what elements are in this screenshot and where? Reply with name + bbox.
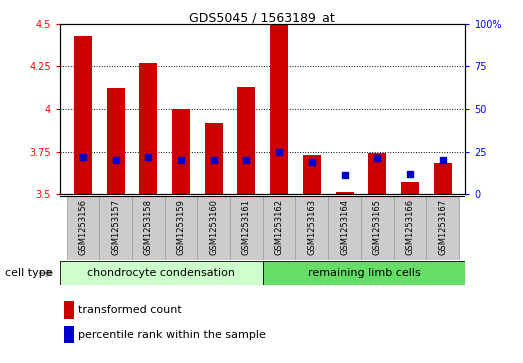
Bar xyxy=(368,153,386,194)
Text: remaining limb cells: remaining limb cells xyxy=(308,268,420,278)
Bar xyxy=(132,196,165,260)
Bar xyxy=(434,163,451,194)
Bar xyxy=(401,182,419,194)
Point xyxy=(111,157,120,163)
Bar xyxy=(230,196,263,260)
Point xyxy=(210,157,218,163)
Point xyxy=(144,154,153,160)
Bar xyxy=(426,196,459,260)
Point xyxy=(406,171,414,177)
Text: GDS5045 / 1563189_at: GDS5045 / 1563189_at xyxy=(189,11,334,24)
Bar xyxy=(263,196,295,260)
Point xyxy=(275,148,283,154)
Bar xyxy=(60,261,263,285)
Point xyxy=(177,157,185,163)
Bar xyxy=(205,123,223,194)
Bar xyxy=(140,63,157,194)
Bar xyxy=(99,196,132,260)
Bar xyxy=(64,301,74,319)
Text: cell type: cell type xyxy=(5,268,53,278)
Text: GSM1253164: GSM1253164 xyxy=(340,199,349,255)
Bar xyxy=(295,196,328,260)
Bar xyxy=(263,261,465,285)
Bar xyxy=(64,326,74,343)
Text: GSM1253157: GSM1253157 xyxy=(111,199,120,255)
Text: percentile rank within the sample: percentile rank within the sample xyxy=(78,330,266,340)
Text: GSM1253158: GSM1253158 xyxy=(144,199,153,255)
Bar xyxy=(67,196,99,260)
Bar xyxy=(336,192,354,194)
Point xyxy=(308,159,316,165)
Text: GSM1253167: GSM1253167 xyxy=(438,199,447,255)
Bar xyxy=(74,36,92,194)
Text: GSM1253162: GSM1253162 xyxy=(275,199,283,255)
Point xyxy=(340,172,349,178)
Point xyxy=(242,157,251,163)
Bar xyxy=(198,196,230,260)
Text: GSM1253166: GSM1253166 xyxy=(405,199,414,255)
Text: GSM1253159: GSM1253159 xyxy=(177,199,186,255)
Bar xyxy=(107,89,124,194)
Text: GSM1253161: GSM1253161 xyxy=(242,199,251,255)
Bar xyxy=(303,155,321,194)
Bar xyxy=(361,196,394,260)
Text: chondrocyte condensation: chondrocyte condensation xyxy=(87,268,235,278)
Bar xyxy=(165,196,198,260)
Bar xyxy=(237,87,255,194)
Point xyxy=(79,154,87,160)
Text: GSM1253156: GSM1253156 xyxy=(78,199,87,255)
Text: GSM1253165: GSM1253165 xyxy=(373,199,382,255)
Bar xyxy=(172,109,190,194)
Bar xyxy=(328,196,361,260)
Point xyxy=(373,155,381,161)
Point xyxy=(438,157,447,163)
Bar xyxy=(394,196,426,260)
Bar xyxy=(270,24,288,194)
Text: transformed count: transformed count xyxy=(78,305,182,315)
Text: GSM1253160: GSM1253160 xyxy=(209,199,218,255)
Text: GSM1253163: GSM1253163 xyxy=(308,199,316,255)
